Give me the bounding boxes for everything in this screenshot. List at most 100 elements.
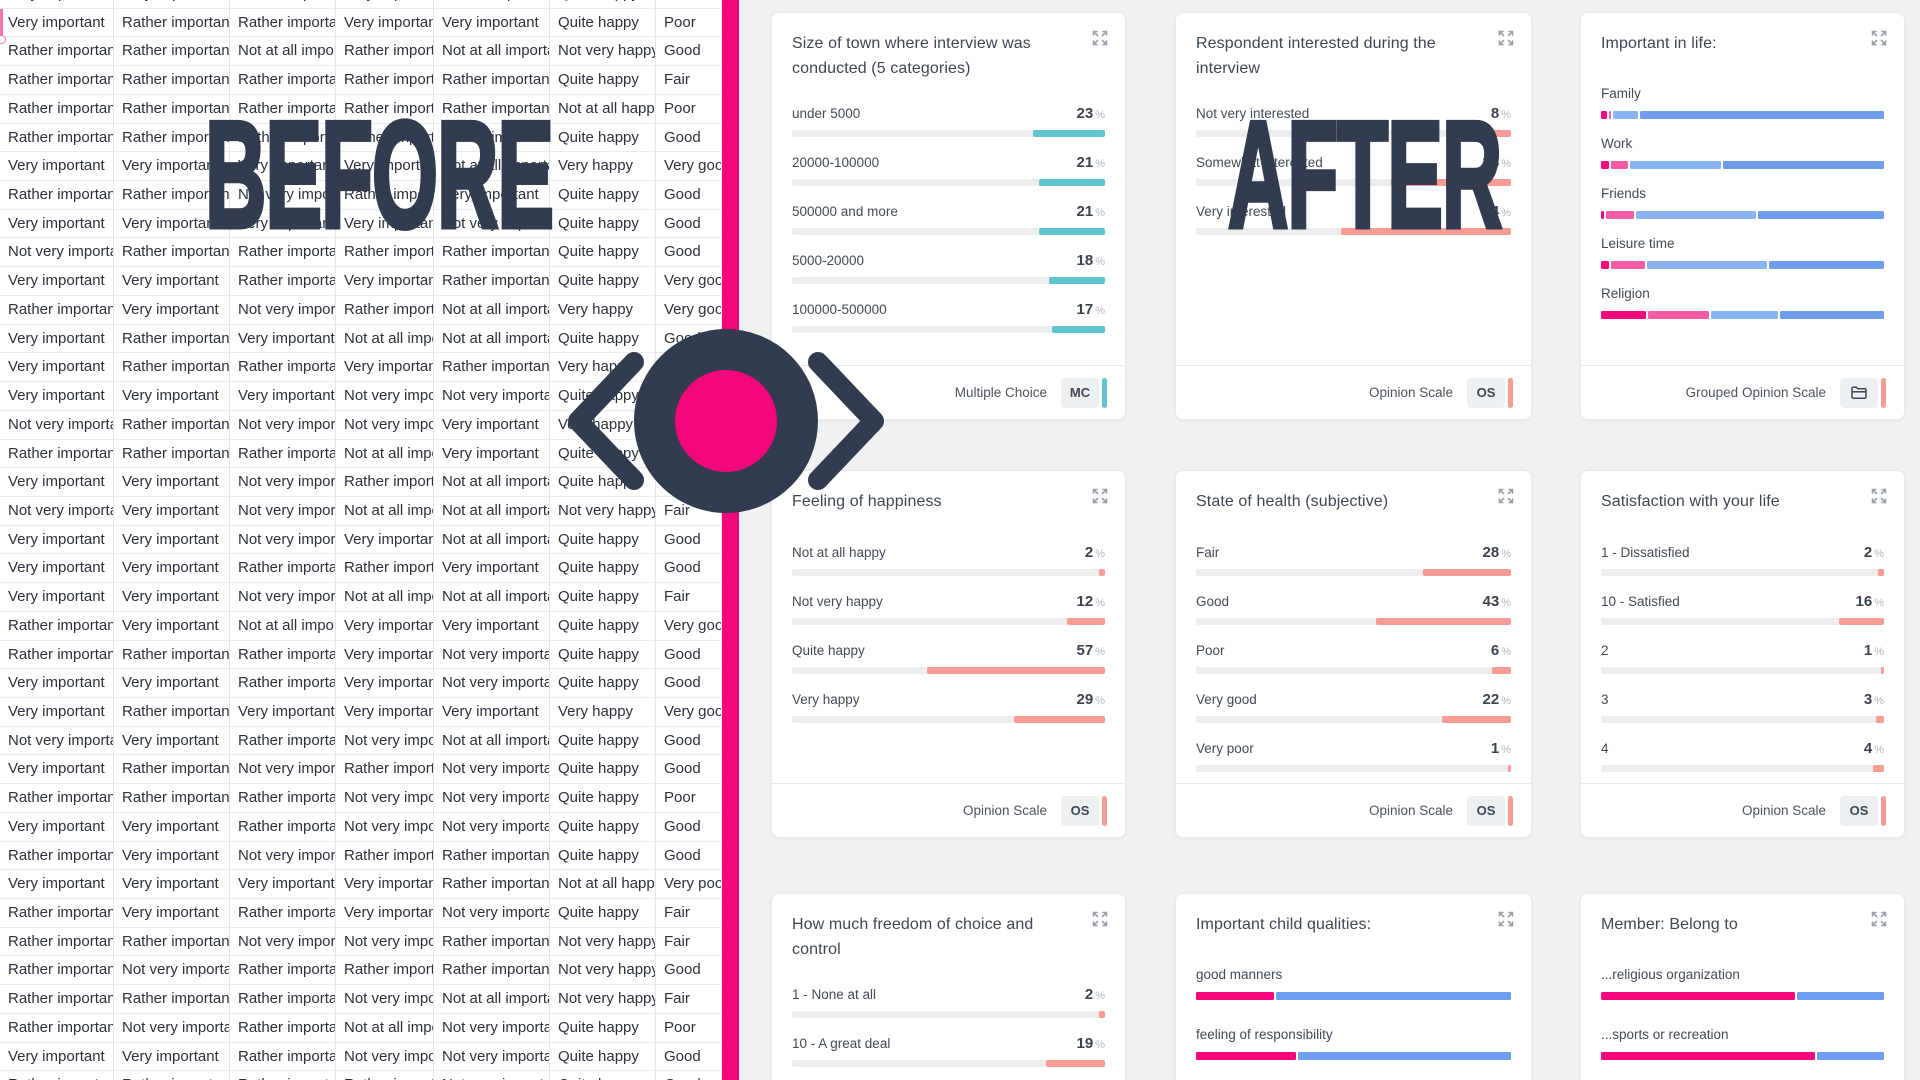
table-cell[interactable]: Quite happy [550,755,656,784]
table-cell[interactable]: Very important [114,554,230,583]
table-cell[interactable]: Very important [336,353,434,382]
table-cell[interactable]: Not very important [434,1013,550,1042]
table-cell[interactable]: Rather important [336,755,434,784]
table-cell[interactable]: Rather important [434,956,550,985]
table-cell[interactable]: Very important [114,525,230,554]
table-cell[interactable]: Fair [656,66,722,94]
table-cell[interactable]: Quite happy [550,209,656,238]
table-cell[interactable]: Fair [656,985,722,1013]
table-cell[interactable]: Not very important [230,468,336,496]
table-cell[interactable]: Not very important [0,496,114,525]
table-cell[interactable]: Not very important [434,209,550,238]
table-cell[interactable]: Not very important [434,382,550,410]
expand-icon[interactable] [1870,29,1888,47]
table-cell[interactable]: Very important [0,267,114,295]
table-cell[interactable]: Rather important [114,353,230,382]
table-cell[interactable]: Very important [114,382,230,410]
table-cell[interactable]: Very important [0,525,114,554]
table-cell[interactable]: Rather important [0,66,114,94]
table-cell[interactable]: Very important [114,267,230,295]
table-cell[interactable]: Very important [230,324,336,353]
table-cell[interactable]: Not very important [0,726,114,755]
table-cell[interactable]: Good [656,669,722,697]
table-cell[interactable]: Rather important [114,755,230,784]
table-cell[interactable]: Rather important [336,956,434,985]
table-cell[interactable]: Not very happy [550,927,656,956]
table-cell[interactable]: Good [656,181,722,209]
table-cell[interactable]: Not very important [434,755,550,784]
table-cell[interactable]: Rather important [114,8,230,37]
table-cell[interactable]: Rather important [336,123,434,152]
table-cell[interactable]: Poor [656,784,722,812]
table-cell[interactable]: Very important [0,468,114,496]
table-cell[interactable]: Very important [114,726,230,755]
table-cell[interactable]: Very important [336,697,434,726]
table-cell[interactable]: Very good [656,152,722,181]
table-cell[interactable]: Rather important [434,94,550,123]
table-cell[interactable]: Quite happy [550,324,656,353]
table-cell[interactable]: Rather important [336,841,434,870]
table-cell[interactable]: Not very important [230,496,336,525]
table-cell[interactable]: Rather important [434,0,550,8]
table-cell[interactable]: Not very important [434,1042,550,1071]
table-cell[interactable]: Rather important [114,123,230,152]
table-cell[interactable]: Good [656,1071,722,1080]
table-cell[interactable]: Not very important [230,525,336,554]
table-cell[interactable]: Quite happy [550,267,656,295]
expand-icon[interactable] [1497,910,1515,928]
table-cell[interactable]: Very important [0,669,114,697]
table-cell[interactable]: Good [656,640,722,669]
table-cell[interactable]: Not very happy [550,37,656,66]
table-cell[interactable]: Very important [434,697,550,726]
table-cell[interactable]: Good [656,755,722,784]
table-cell[interactable]: Not at all important [434,37,550,66]
table-cell[interactable]: Quite happy [550,1042,656,1071]
table-cell[interactable]: Very important [434,554,550,583]
table-cell[interactable]: Rather important [0,927,114,956]
table-cell[interactable]: Very important [114,468,230,496]
table-cell[interactable]: Rather important [0,899,114,927]
table-cell[interactable]: Not very important [336,410,434,439]
table-cell[interactable]: Quite happy [550,123,656,152]
table-cell[interactable]: Quite happy [550,1071,656,1080]
table-cell[interactable]: Rather important [434,870,550,898]
table-cell[interactable]: Quite happy [550,8,656,37]
table-cell[interactable]: Not very important [230,410,336,439]
table-cell[interactable]: Very important [434,611,550,640]
table-cell[interactable]: Not at all important [336,324,434,353]
table-cell[interactable]: Rather important [0,611,114,640]
table-cell[interactable]: Very important [336,0,434,8]
table-cell[interactable]: Very important [230,697,336,726]
table-cell[interactable]: Not very important [336,726,434,755]
table-cell[interactable]: Not at all important [434,496,550,525]
table-cell[interactable]: Rather important [114,66,230,94]
table-cell[interactable]: Rather important [114,324,230,353]
table-cell[interactable]: Rather important [0,123,114,152]
table-cell[interactable]: Not very important [336,382,434,410]
table-cell[interactable]: Very important [0,324,114,353]
table-cell[interactable]: Rather important [114,37,230,66]
table-cell[interactable]: Rather important [114,238,230,267]
table-cell[interactable]: Good [656,525,722,554]
table-cell[interactable]: Very important [434,8,550,37]
table-cell[interactable]: Very good [656,697,722,726]
table-cell[interactable]: Good [656,0,722,8]
table-cell[interactable]: Very important [230,152,336,181]
table-cell[interactable]: Very important [0,870,114,898]
table-cell[interactable]: Quite happy [550,784,656,812]
table-cell[interactable]: Quite happy [550,669,656,697]
table-cell[interactable]: Rather important [230,985,336,1013]
table-cell[interactable]: Very important [114,1042,230,1071]
table-cell[interactable]: Not at all important [336,439,434,468]
table-cell[interactable]: Not very important [336,927,434,956]
table-cell[interactable]: Good [656,209,722,238]
table-cell[interactable]: Very important [0,1042,114,1071]
table-cell[interactable]: Rather important [114,985,230,1013]
table-cell[interactable]: Not very important [336,784,434,812]
table-cell[interactable]: Not very important [336,812,434,841]
table-cell[interactable]: Rather important [0,181,114,209]
table-cell[interactable]: Fair [656,899,722,927]
table-cell[interactable]: Rather important [230,554,336,583]
table-cell[interactable]: Rather important [0,1013,114,1042]
table-cell[interactable]: Quite happy [550,66,656,94]
